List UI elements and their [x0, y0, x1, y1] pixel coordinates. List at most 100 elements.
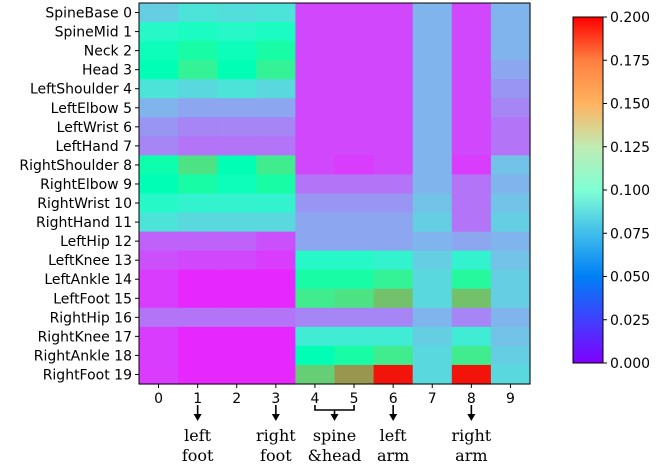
heatmap-cell	[412, 174, 453, 195]
heatmap-cell	[490, 307, 531, 328]
y-tick-label: LeftHand 7	[55, 139, 132, 155]
heatmap-cell	[451, 288, 492, 309]
heatmap-cell	[178, 364, 218, 385]
heatmap-cell	[178, 22, 218, 42]
colorbar-tick-label: 0.100	[610, 183, 650, 199]
heatmap-cell	[139, 98, 179, 118]
heatmap-cell	[373, 60, 414, 80]
heatmap-cell	[217, 364, 257, 385]
heatmap-cell	[373, 250, 414, 271]
heatmap-cell	[412, 193, 453, 214]
heatmap-cell	[139, 117, 179, 137]
x-tick-label: 9	[506, 391, 515, 407]
heatmap-cell	[412, 288, 453, 309]
y-tick-label: RightFoot 19	[43, 367, 132, 383]
heatmap-cell	[139, 345, 179, 366]
heatmap-cell	[139, 193, 179, 214]
heatmap-cell	[217, 269, 257, 290]
annotation-arrowhead	[193, 414, 202, 421]
heatmap-cell	[217, 212, 257, 233]
heatmap-cell	[373, 79, 414, 99]
heatmap-cell	[295, 174, 336, 195]
heatmap-cell	[373, 117, 414, 137]
heatmap-cell	[256, 41, 296, 61]
heatmap-cell	[256, 136, 296, 156]
heatmap-cell	[334, 326, 375, 347]
colorbar-tick-label: 0.025	[610, 313, 650, 329]
heatmap-cell	[295, 326, 336, 347]
y-tick-label: RightAnkle 18	[34, 348, 132, 364]
heatmap-cell	[334, 193, 375, 214]
heatmap-cell	[451, 136, 492, 156]
heatmap-cells	[139, 3, 531, 385]
heatmap-cell	[490, 79, 531, 99]
heatmap-cell	[490, 231, 531, 252]
x-tick-labels: 0 1 2 3 4 5 6 7 8 9	[154, 384, 515, 407]
heatmap-cell	[334, 79, 375, 99]
heatmap-cell	[451, 364, 492, 385]
heatmap-cell	[412, 3, 453, 23]
heatmap-cell	[256, 250, 296, 271]
annotation-arrowhead	[389, 414, 398, 421]
heatmap-cell	[178, 174, 218, 195]
heatmap-cell	[373, 41, 414, 61]
heatmap-cell	[295, 155, 336, 176]
heatmap-cell	[139, 288, 179, 309]
heatmap-cell	[295, 269, 336, 290]
heatmap-cell	[334, 3, 375, 23]
heatmap-cell	[256, 60, 296, 80]
heatmap-cell	[334, 22, 375, 42]
heatmap-cell	[373, 155, 414, 176]
heatmap-cell	[451, 231, 492, 252]
colorbar-tick-labels: 0.000 0.025 0.050 0.075 0.100 0.125 0.150 0.175…	[603, 10, 650, 372]
heatmap-cell	[373, 98, 414, 118]
heatmap-cell	[490, 288, 531, 309]
heatmap-cell	[490, 136, 531, 156]
column-annotations: leftfootrightfootspine&headleftarmrighta…	[182, 405, 492, 465]
heatmap-cell	[412, 41, 453, 61]
y-tick-label: Head 3	[82, 63, 132, 79]
heatmap-cell	[490, 326, 531, 347]
heatmap-cell	[490, 174, 531, 195]
heatmap-cell	[334, 250, 375, 271]
heatmap-cell	[217, 326, 257, 347]
heatmap-cell	[139, 250, 179, 271]
heatmap-cell	[139, 136, 179, 156]
heatmap-cell	[178, 326, 218, 347]
y-tick-label: LeftFoot 15	[53, 291, 132, 307]
y-tick-label: RightShoulder 8	[19, 158, 132, 174]
heatmap-cell	[490, 345, 531, 366]
heatmap-cell	[490, 250, 531, 271]
heatmap-cell	[217, 174, 257, 195]
heatmap-cell	[295, 22, 336, 42]
heatmap-cell	[412, 155, 453, 176]
heatmap-cell	[178, 136, 218, 156]
heatmap-cell	[451, 79, 492, 99]
heatmap-cell	[256, 288, 296, 309]
heatmap-cell	[256, 307, 296, 328]
heatmap-cell	[412, 22, 453, 42]
heatmap-cell	[334, 155, 375, 176]
annotation-label: foot	[260, 446, 292, 465]
annotation-label: arm	[377, 446, 409, 465]
y-tick-label: RightElbow 9	[40, 177, 132, 193]
heatmap-cell	[256, 155, 296, 176]
heatmap-cell	[178, 79, 218, 99]
heatmap-cell	[451, 307, 492, 328]
heatmap-cell	[295, 288, 336, 309]
heatmap-cell	[217, 307, 257, 328]
heatmap-cell	[139, 22, 179, 42]
heatmap-cell	[451, 193, 492, 214]
heatmap-cell	[178, 60, 218, 80]
heatmap-cell	[373, 345, 414, 366]
heatmap-cell	[295, 117, 336, 137]
x-tick-label: 3	[271, 391, 280, 407]
heatmap-cell	[217, 136, 257, 156]
y-tick-label: LeftAnkle 14	[44, 272, 132, 288]
heatmap-cell	[217, 288, 257, 309]
heatmap-cell	[373, 231, 414, 252]
heatmap-cell	[178, 307, 218, 328]
heatmap-cell	[295, 79, 336, 99]
heatmap-cell	[139, 364, 179, 385]
